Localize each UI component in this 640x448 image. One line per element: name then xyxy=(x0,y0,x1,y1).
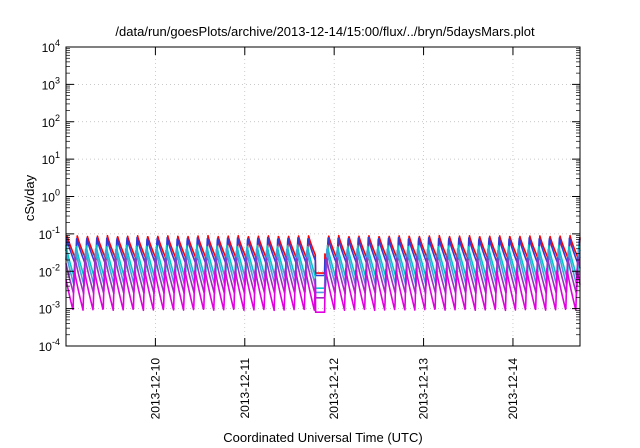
y-tick-label: 10-2 xyxy=(39,262,60,279)
series-line xyxy=(65,236,581,277)
x-tick-label: 2013-12-11 xyxy=(238,358,252,419)
x-tick-label: 2013-12-13 xyxy=(417,358,431,420)
series-line xyxy=(65,244,581,289)
y-tick-label: 10-4 xyxy=(39,337,60,354)
y-tick-label: 104 xyxy=(42,38,60,55)
y-tick-label: 10-3 xyxy=(39,300,60,317)
x-axis-label: Coordinated Universal Time (UTC) xyxy=(223,430,422,445)
y-axis: 10-4 10-3 10-2 10-1 100 101 102 103 104 xyxy=(39,38,580,354)
series-line xyxy=(65,255,581,299)
x-tick-label: 2013-12-10 xyxy=(148,358,162,420)
series-line xyxy=(65,267,581,314)
chart-title: /data/run/goesPlots/archive/2013-12-14/1… xyxy=(115,24,535,39)
y-tick-label: 100 xyxy=(42,188,60,205)
y-tick-label: 103 xyxy=(42,75,60,92)
series-line xyxy=(65,247,581,294)
x-axis: 2013-12-10 2013-12-11 2013-12-12 2013-12-13… xyxy=(148,47,520,419)
y-axis-label: cSv/day xyxy=(22,174,37,221)
series-layer xyxy=(65,234,581,314)
y-tick-label: 10-1 xyxy=(39,225,60,242)
x-tick-label: 2013-12-12 xyxy=(327,358,341,420)
series-line xyxy=(65,234,581,274)
y-tick-label: 102 xyxy=(42,113,60,130)
y-tick-label: 101 xyxy=(42,150,60,167)
x-tick-label: 2013-12-14 xyxy=(506,358,520,420)
